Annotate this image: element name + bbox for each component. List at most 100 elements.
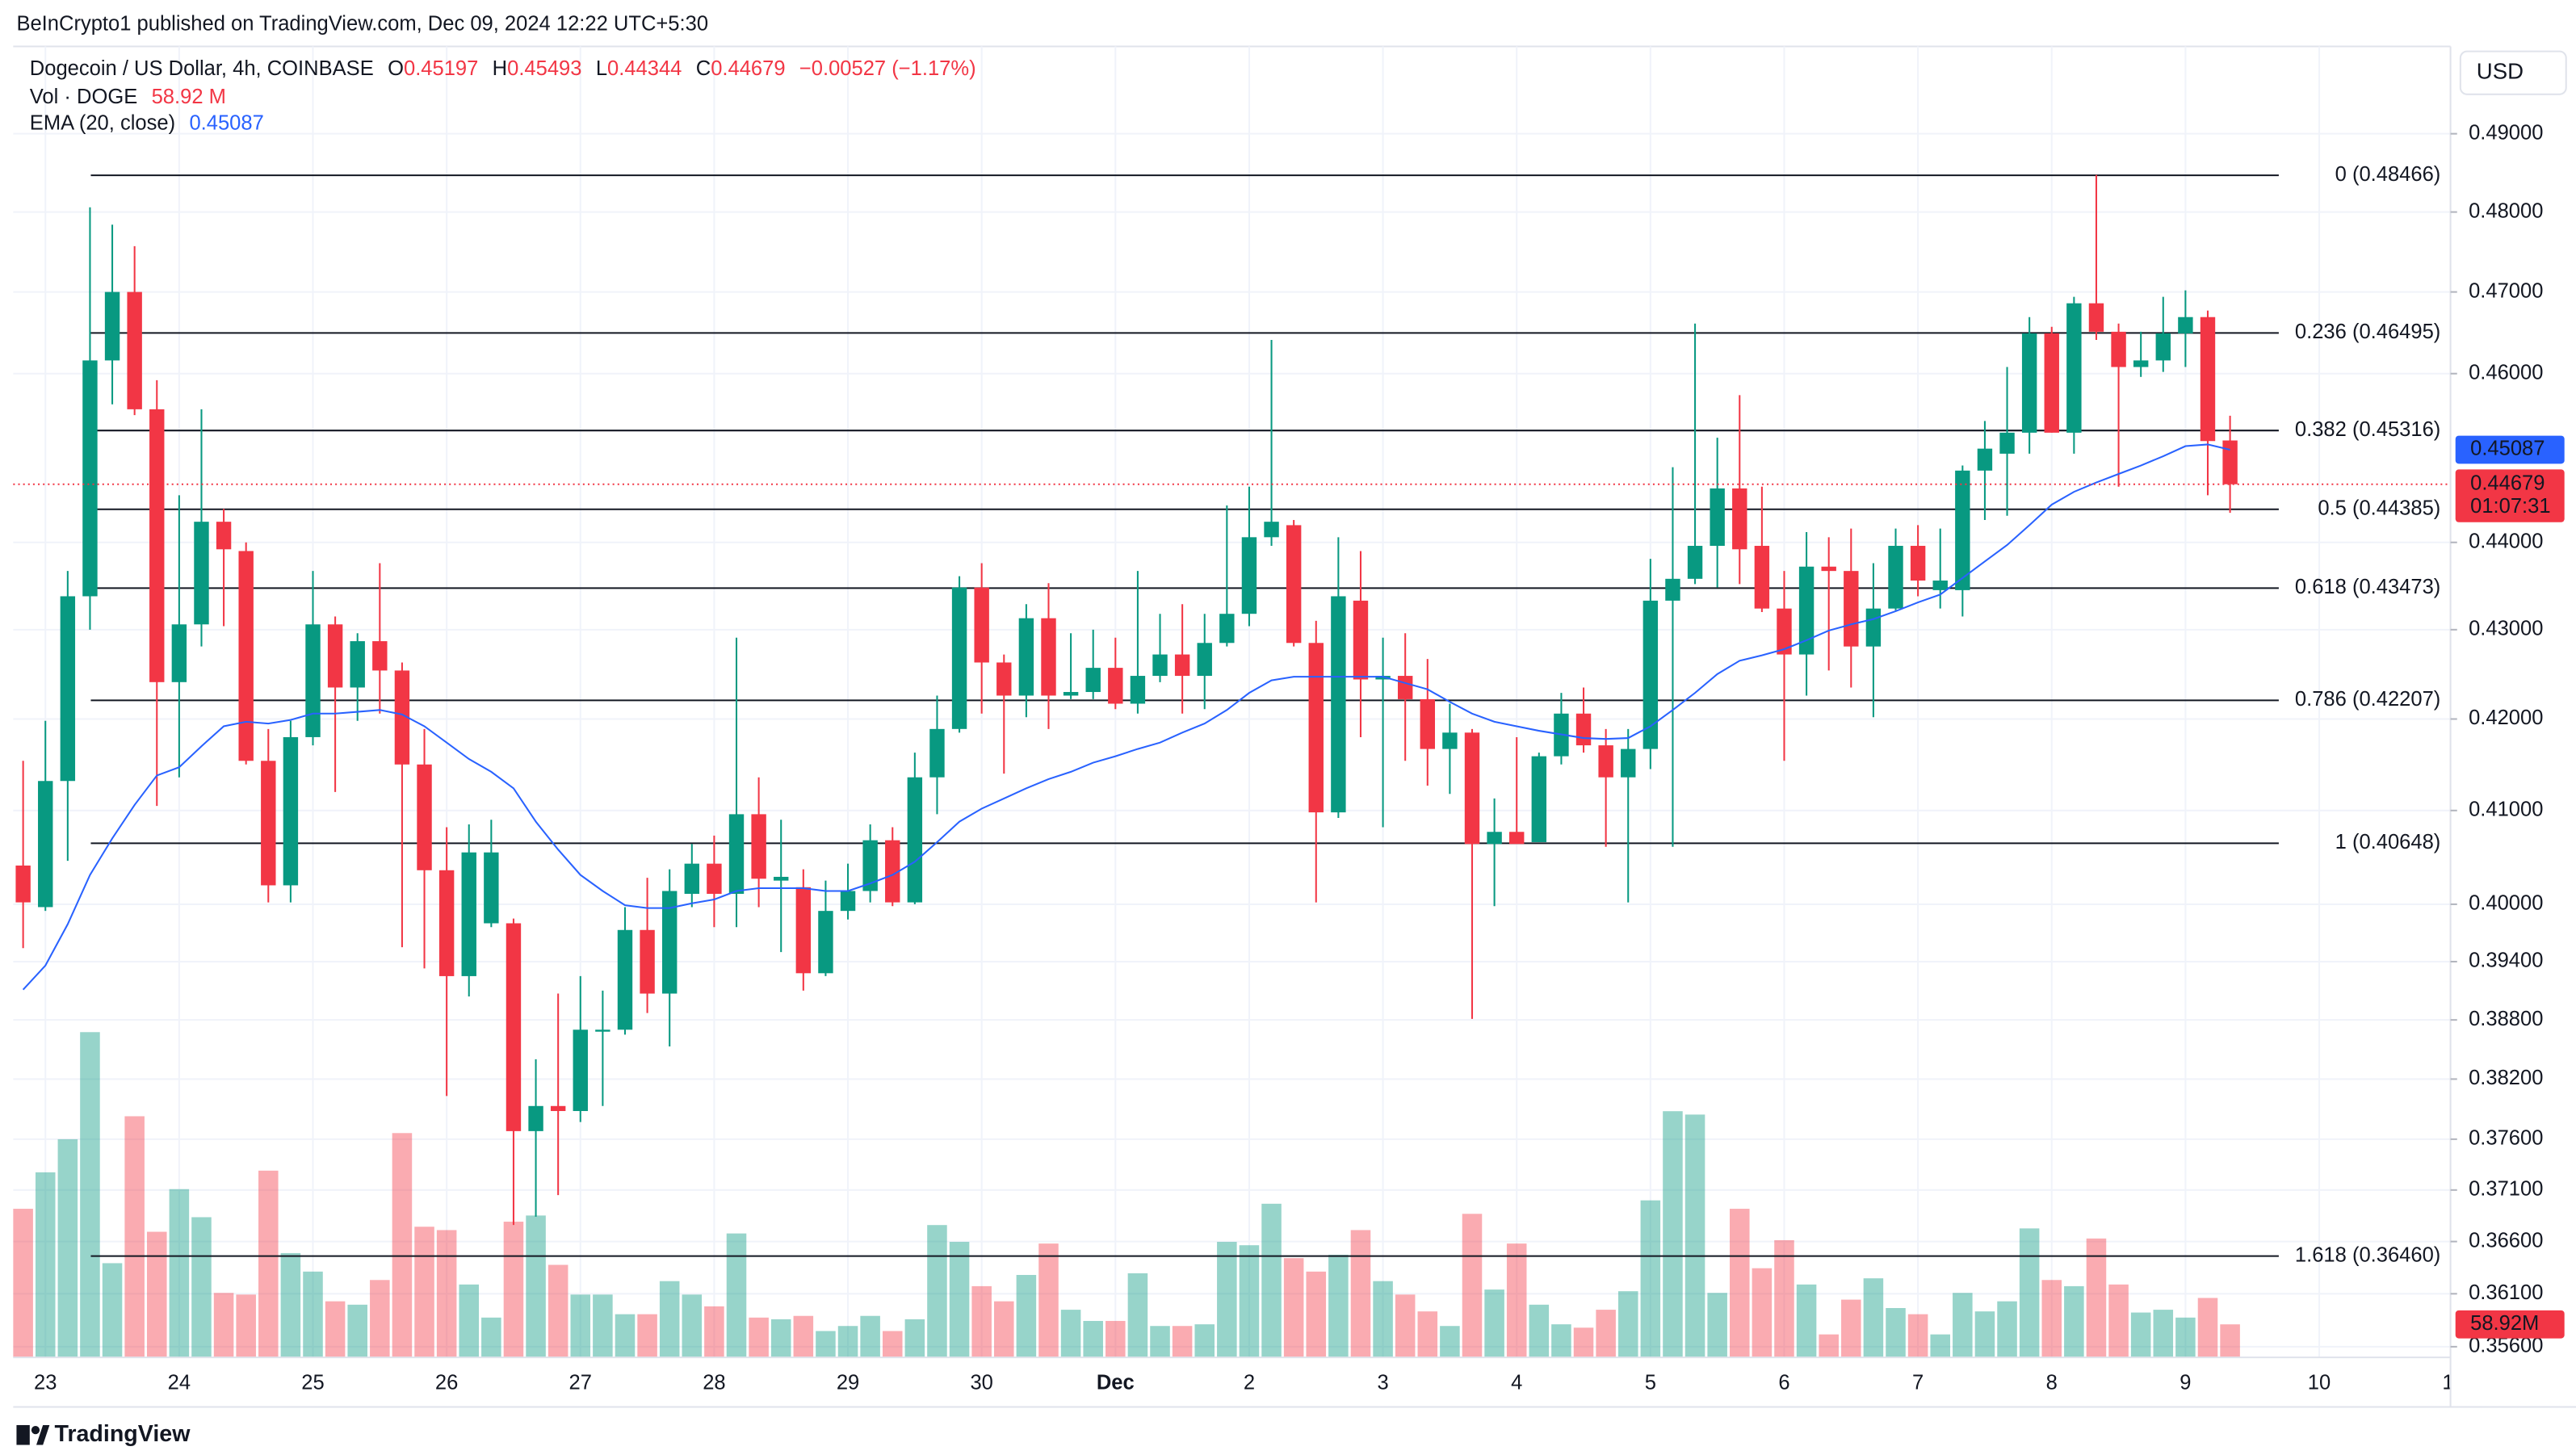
volume-bar (146, 1231, 167, 1358)
candle-body (1420, 698, 1435, 749)
volume-bar (2130, 1312, 2151, 1358)
volume-bar (637, 1314, 657, 1358)
volume-bar (347, 1304, 367, 1358)
legend-ema: EMA (20, close) 0.45087 (30, 111, 264, 134)
candle-body (1687, 546, 1703, 579)
volume-value: 58.92 M (152, 86, 226, 108)
y-tick-label: 0.44000 (2469, 530, 2543, 552)
candle-body (1464, 732, 1480, 845)
y-tick-label: 0.41000 (2469, 799, 2543, 821)
candle-body (2155, 333, 2171, 361)
volume-bar (1462, 1214, 1483, 1358)
volume-bar (102, 1263, 123, 1358)
x-tick-label: 4 (1511, 1372, 1522, 1394)
candle-body (795, 887, 812, 974)
candle-body (506, 923, 522, 1131)
candle-body (1777, 608, 1792, 655)
candle-body (1018, 618, 1034, 696)
candle-body (104, 291, 120, 361)
legend-label: C (696, 57, 711, 80)
x-tick-label: 7 (1912, 1372, 1924, 1394)
volume-bar (1863, 1278, 1884, 1358)
fibonacci-levels: 0 (0.48466) 0.236 (0.46495) 0.382 (0.45316… (90, 163, 2440, 1266)
volume-bar (1997, 1301, 2017, 1358)
volume-bar (1730, 1209, 1750, 1358)
volume-bar (436, 1230, 457, 1358)
volume-bar (1016, 1275, 1037, 1358)
candle-body (1798, 566, 1815, 655)
volume-bars (13, 1032, 2240, 1358)
volume-bar (2064, 1285, 2084, 1358)
volume-bar (1306, 1271, 1327, 1358)
candle-body (1219, 614, 1235, 644)
x-tick-label: 23 (34, 1372, 57, 1394)
time-axis: 2324252627282930Dec234567891011 (34, 1372, 2464, 1394)
volume-bar (1796, 1284, 1817, 1358)
price-axis-panel (2450, 46, 2576, 1411)
volume-bar (1930, 1334, 1950, 1358)
volume-bar (593, 1294, 613, 1358)
logo-shape (16, 1424, 30, 1445)
volume-name: Vol · DOGE (30, 86, 137, 108)
candle-body (1241, 537, 1257, 614)
candle-body (38, 781, 53, 908)
volume-bar (1974, 1311, 1995, 1358)
candle-body (1197, 643, 1212, 677)
candle-body (595, 1029, 610, 1032)
candle-body (1264, 522, 1279, 538)
volume-bar (213, 1293, 234, 1358)
candle-body (929, 728, 945, 778)
candle-body (194, 522, 209, 625)
volume-bar (1373, 1281, 1393, 1358)
volume-bar (1038, 1243, 1059, 1358)
y-tick-label: 0.37600 (2469, 1127, 2543, 1150)
x-tick-label: 2 (1244, 1372, 1255, 1394)
legend-main: Dogecoin / US Dollar, 4h, COINBASE O0.45… (30, 57, 976, 80)
volume-bar (837, 1326, 858, 1358)
volume-bar (704, 1306, 724, 1358)
candle-body (617, 929, 633, 1030)
ema-tag-label: 0.45087 (2470, 438, 2545, 460)
ema-name: EMA (20, close) (30, 111, 175, 134)
volume-bar (2019, 1228, 2040, 1358)
candle-body (2222, 440, 2238, 484)
candle-body (1375, 676, 1391, 680)
volume-bar (1105, 1320, 1126, 1358)
candle-body (15, 865, 31, 903)
volume-bar (770, 1319, 791, 1358)
candle-body (283, 736, 299, 886)
legend-value: 0.45197 (404, 57, 478, 80)
candle-body (1152, 654, 1168, 677)
candle-body (1865, 608, 1882, 647)
volume-bar (1283, 1258, 1304, 1358)
volume-bar (481, 1317, 501, 1358)
candle-body (1910, 546, 1926, 581)
published-note: BeInCrypto1 published on TradingView.com… (16, 13, 708, 36)
candle-body (1442, 732, 1458, 749)
volume-bar (258, 1170, 279, 1358)
candle-body (149, 409, 165, 682)
logo-shape (31, 1425, 40, 1435)
price-tag (2455, 469, 2565, 522)
y-tick-label: 0.40000 (2469, 892, 2543, 915)
volume-bar (169, 1189, 190, 1358)
volume-bar (1684, 1114, 1705, 1358)
volume-bar (191, 1217, 212, 1358)
fib-label: 0.786 (0.42207) (2295, 688, 2440, 711)
volume-bar (659, 1281, 680, 1358)
volume-bar (414, 1226, 434, 1358)
y-tick-label: 0.36100 (2469, 1281, 2543, 1304)
footer-brand: TradingView (54, 1421, 191, 1447)
candle-body (1621, 748, 1636, 778)
volume-bar (1752, 1268, 1773, 1358)
candle-body (550, 1105, 566, 1111)
candle-body (327, 624, 343, 688)
candle-body (2111, 331, 2126, 367)
volume-bar (2220, 1324, 2240, 1358)
candle-body (1174, 654, 1190, 677)
grid (13, 46, 2454, 1358)
candle-body (751, 814, 766, 879)
candle-body (1397, 676, 1413, 699)
volume-bar (1529, 1304, 1550, 1358)
currency-button[interactable] (2459, 50, 2567, 95)
